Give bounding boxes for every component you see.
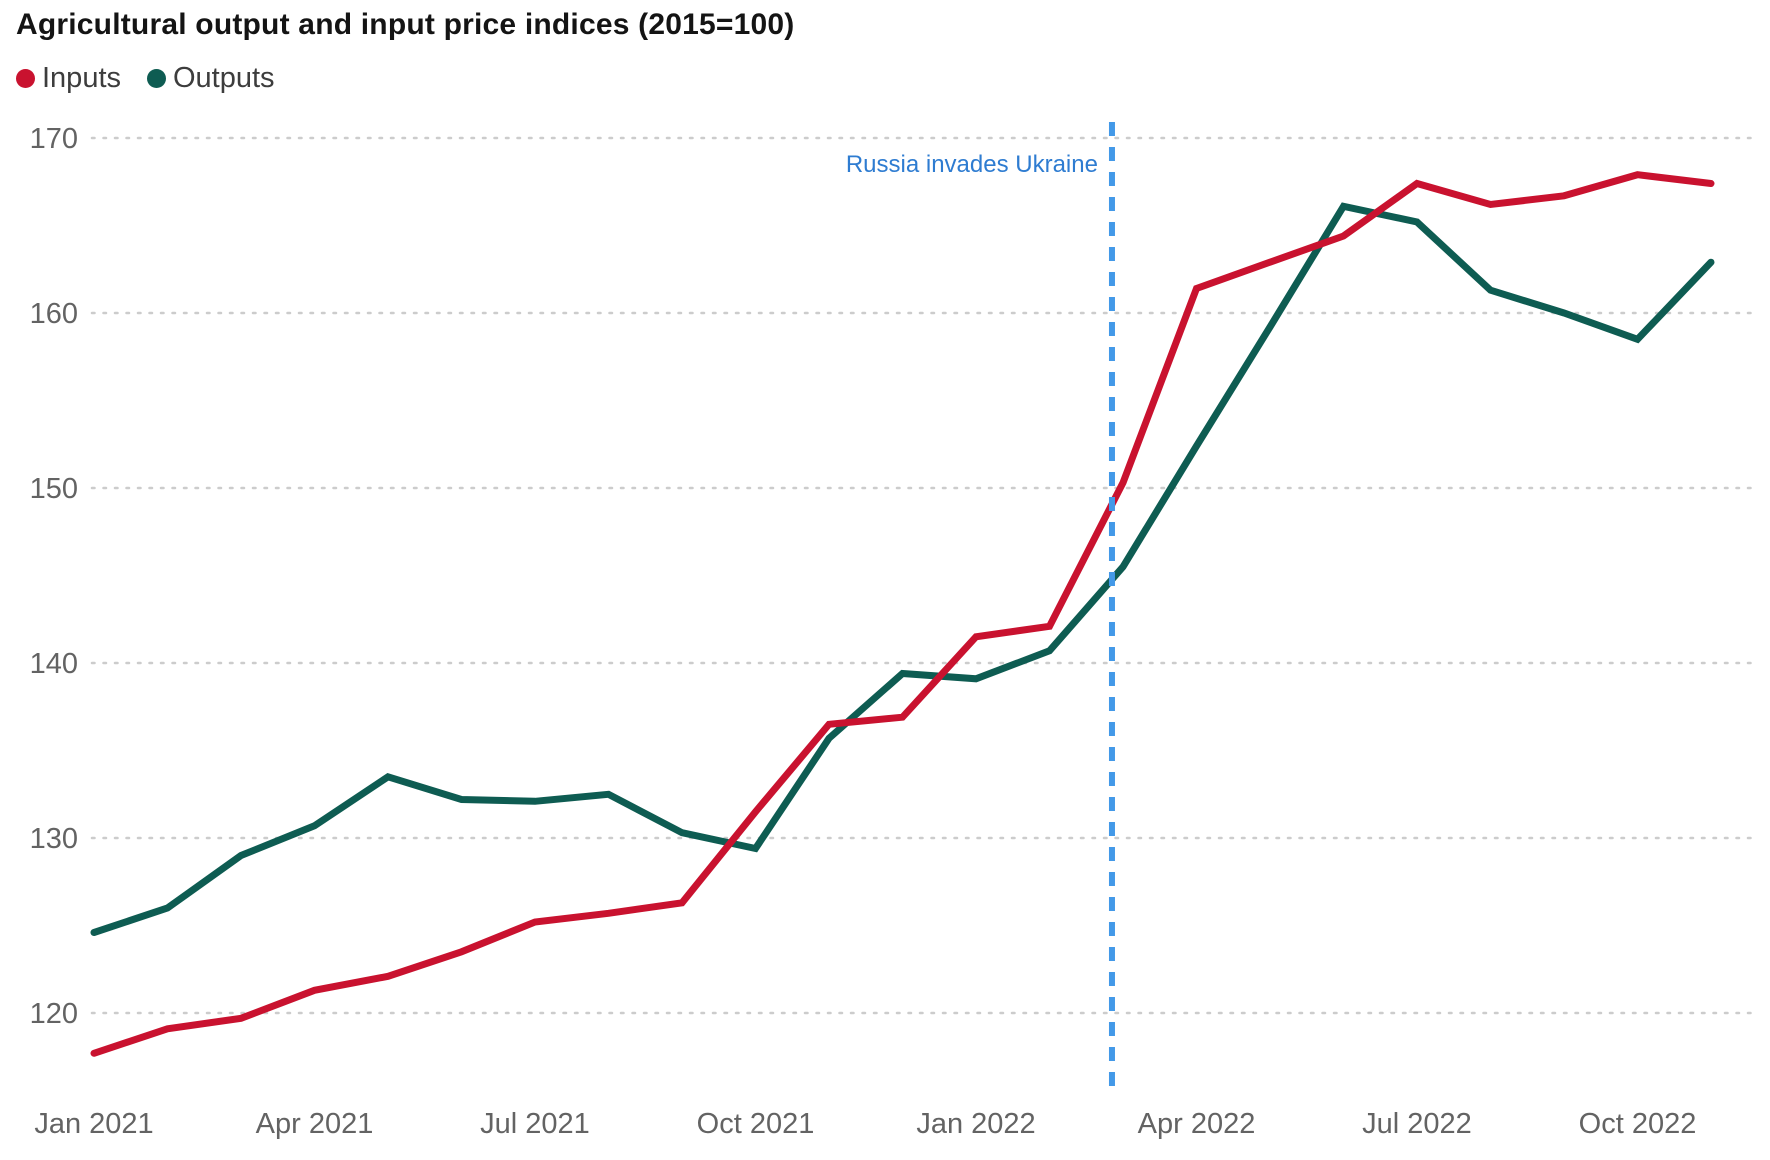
x-tick-label: Oct 2021 (697, 1108, 815, 1140)
y-tick-label: 170 (30, 123, 78, 155)
x-tick-label: Oct 2022 (1579, 1108, 1697, 1140)
y-tick-label: 120 (30, 998, 78, 1030)
inputs-line (90, 171, 1715, 1057)
x-tick-label: Jul 2022 (1362, 1108, 1472, 1140)
outputs-line (90, 202, 1715, 936)
chart-title: Agricultural output and input price indi… (16, 8, 795, 41)
x-tick-label: Jan 2021 (34, 1108, 153, 1140)
y-tick-label: 130 (30, 823, 78, 855)
y-tick-label: 150 (30, 473, 78, 505)
x-tick-label: Jul 2021 (480, 1108, 590, 1140)
inputs-legend-label: Inputs (42, 62, 121, 94)
x-tick-label: Jan 2022 (916, 1108, 1035, 1140)
outputs-legend-label: Outputs (173, 62, 275, 94)
x-tick-label: Apr 2021 (256, 1108, 374, 1140)
outputs-legend-dot-icon (147, 69, 166, 88)
x-tick-label: Apr 2022 (1138, 1108, 1256, 1140)
legend-item-inputs: Inputs (16, 62, 121, 95)
legend-item-outputs: Outputs (147, 62, 275, 95)
invasion-annotation: Russia invades Ukraine (846, 151, 1098, 178)
y-tick-label: 160 (30, 298, 78, 330)
y-tick-label: 140 (30, 648, 78, 680)
chart-legend: Inputs Outputs (16, 62, 275, 95)
inputs-legend-dot-icon (16, 69, 35, 88)
